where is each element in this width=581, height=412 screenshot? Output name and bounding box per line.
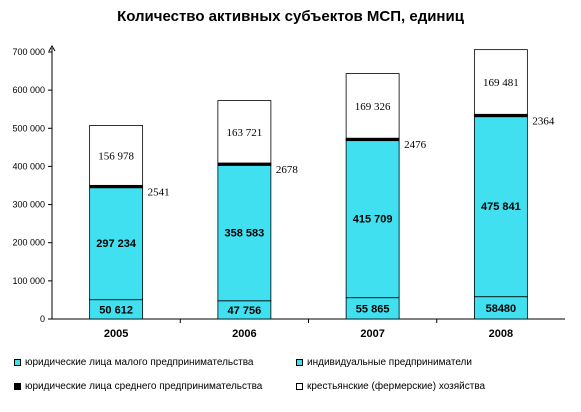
legend-label: индивидуальные предприниматели [307,357,472,368]
data-label: 297 234 [96,238,137,250]
data-label: 358 583 [224,227,264,239]
legend-item-farms: крестьянские (фермерские) хозяйства [296,381,485,392]
legend-item-small-legal: юридические лица малого предпринимательс… [14,357,253,368]
data-label: 50 612 [99,304,133,316]
y-tick-label: 600 000 [12,85,45,95]
legend-swatch [296,359,303,366]
data-label: 163 721 [227,127,263,139]
x-tick-label: 2008 [489,328,513,340]
plot-area: 0 100 000 200 000 300 000 400 000 500 000 600 … [12,45,565,340]
bar-segment [473,114,528,298]
y-tick-label: 300 000 [12,200,45,210]
x-tick-label: 2005 [104,328,128,340]
x-tick-label: 2006 [232,328,256,340]
data-label: 58480 [486,303,517,315]
bar-segment [345,138,400,299]
data-label: 2476 [404,139,427,151]
bar-segment [217,163,272,302]
legend-label: крестьянские (фермерские) хозяйства [307,381,486,392]
data-label: 169 481 [483,77,519,89]
y-tick-label: 400 000 [12,161,45,171]
data-label: 169 326 [355,101,391,113]
bar-segment [345,73,400,139]
y-axis-arrow [48,45,56,52]
y-tick-label: 200 000 [12,238,45,248]
legend-swatch [296,383,303,390]
data-label: 475 841 [481,201,521,213]
legend: юридические лица малого предпринимательс… [0,350,581,410]
legend-item-medium-legal: юридические лица среднего предпринимател… [14,381,262,392]
data-label: 55 865 [356,303,390,315]
legend-item-individual: индивидуальные предприниматели [296,357,472,368]
data-label: 47 756 [228,305,262,317]
data-label: 2678 [276,164,299,176]
bar-segment [89,125,144,186]
y-tick-label: 700 000 [12,47,45,57]
legend-swatch [14,359,21,366]
x-tick-label: 2007 [360,328,384,340]
data-label: 415 709 [353,213,393,225]
y-tick-label: 0 [40,314,45,324]
legend-label: юридические лица малого предпринимательс… [25,357,254,368]
data-label: 2364 [532,115,555,127]
bar-segment [217,100,272,164]
bar-segment [473,49,528,115]
legend-swatch [14,383,21,390]
y-tick-label: 500 000 [12,123,45,133]
legend-label: юридические лица среднего предпринимател… [25,381,263,392]
data-label: 2541 [148,186,170,198]
y-tick-label: 100 000 [12,276,45,286]
chart-title: Количество активных субъектов МСП, едини… [117,8,464,25]
bar-segment [89,185,144,301]
data-label: 156 978 [98,150,134,162]
